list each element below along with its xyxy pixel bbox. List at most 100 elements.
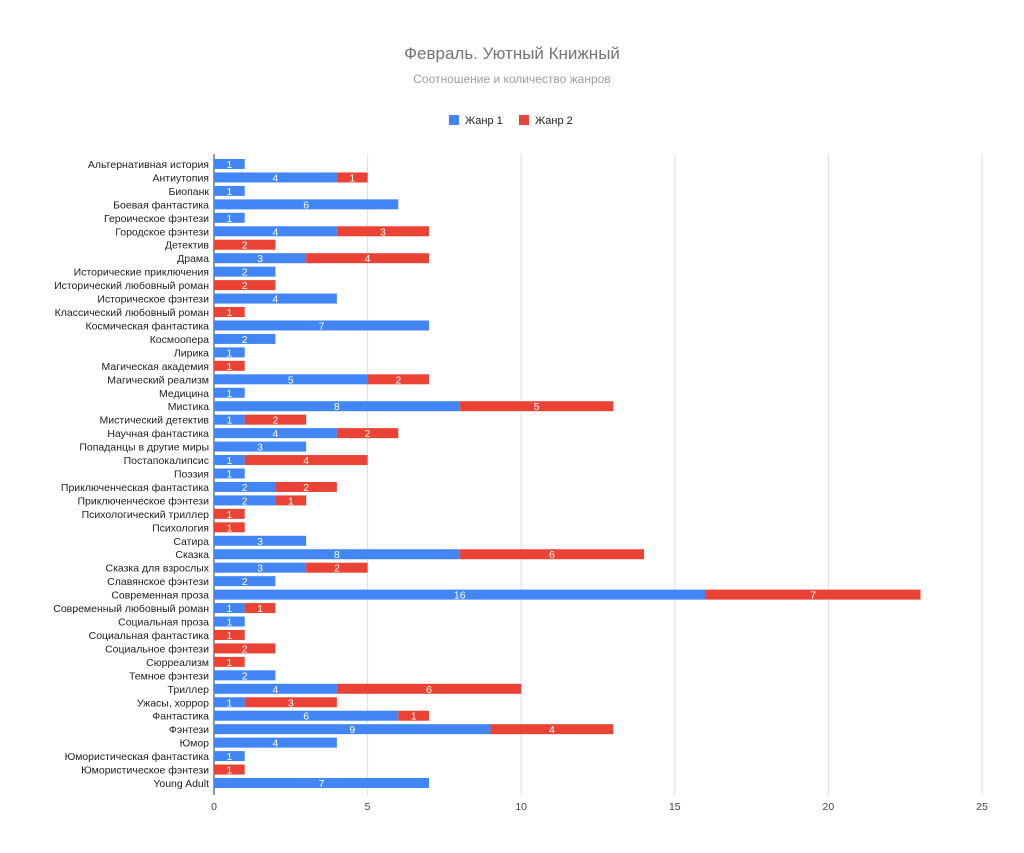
data-label: 16 <box>454 590 466 602</box>
bar-series-1 <box>214 266 276 277</box>
data-label: 1 <box>226 697 232 709</box>
data-label: 4 <box>273 684 279 696</box>
category-label: Научная фантастика <box>107 428 209 440</box>
category-label: Фэнтези <box>169 724 209 736</box>
data-label: 3 <box>257 563 263 575</box>
bar-series-1 <box>214 778 430 788</box>
bar-series-1 <box>214 185 245 196</box>
data-label: 8 <box>334 549 340 561</box>
bar-series-1 <box>214 320 430 331</box>
category-label: Современный любовный роман <box>53 603 209 615</box>
category-label: Альтернативная история <box>88 159 209 171</box>
data-label: 3 <box>380 226 386 238</box>
x-tick-label: 10 <box>515 801 527 813</box>
bar-series-2 <box>214 522 245 533</box>
category-label: Фантастика <box>152 711 209 723</box>
bar-series-1 <box>214 576 276 587</box>
data-label: 1 <box>226 617 232 629</box>
bar-series-1 <box>214 199 399 210</box>
data-label: 4 <box>273 172 279 184</box>
category-label: Социальная фантастика <box>89 630 210 642</box>
category-label: Приключенческое фэнтези <box>78 495 210 507</box>
category-label: Социальная проза <box>118 617 209 629</box>
data-label: 6 <box>303 199 309 211</box>
x-tick-label: 0 <box>211 801 217 813</box>
category-label: Боевая фантастика <box>113 199 209 211</box>
category-label: Психологический триллер <box>82 509 210 521</box>
bar-series-2 <box>244 603 276 614</box>
bar-series-1 <box>214 737 337 748</box>
category-label: Городское фэнтези <box>115 226 209 238</box>
data-label: 7 <box>319 778 325 790</box>
data-label: 2 <box>334 563 340 575</box>
bar-series-2 <box>306 253 430 264</box>
bar-series-2 <box>244 455 368 466</box>
x-tick-label: 20 <box>823 801 835 813</box>
data-label: 2 <box>395 374 401 386</box>
category-label: Социальное фэнтези <box>105 643 209 655</box>
legend-label: Жанр 2 <box>535 115 573 127</box>
bar-series-1 <box>214 589 706 600</box>
data-label: 2 <box>242 495 248 507</box>
bar-series-1 <box>214 333 276 344</box>
bar-series-1 <box>214 387 245 398</box>
bar-series-1 <box>214 212 245 223</box>
data-label: 7 <box>810 590 816 602</box>
bar-series-2 <box>214 360 245 371</box>
bar-series-1 <box>214 481 276 492</box>
data-label: 6 <box>549 549 555 561</box>
data-label: 1 <box>226 159 232 171</box>
data-label: 2 <box>242 267 248 279</box>
bar-series-1 <box>214 535 307 546</box>
data-label: 1 <box>257 603 263 615</box>
x-axis-ticks: 0 5 10 15 20 25 <box>211 801 988 813</box>
bar-series-1 <box>214 226 337 237</box>
data-label: 4 <box>273 428 279 440</box>
data-label: 1 <box>226 307 232 319</box>
bar-series-1 <box>214 751 245 762</box>
category-label: Биопанк <box>168 186 209 198</box>
bar-series-2 <box>275 495 307 506</box>
bar-series-2 <box>336 683 522 694</box>
bar-series-1 <box>214 468 245 479</box>
category-label: Мистический детектив <box>100 415 210 427</box>
data-label: 6 <box>426 684 432 696</box>
category-label: Темное фэнтези <box>129 670 209 682</box>
data-label: 2 <box>242 482 248 494</box>
category-label: Приключенческая фантастика <box>61 482 209 494</box>
data-label: 2 <box>303 482 309 494</box>
data-label: 1 <box>226 657 232 669</box>
category-label: Антиутопия <box>153 172 210 184</box>
bar-series-2 <box>336 428 399 439</box>
bar-series-1 <box>214 374 368 385</box>
category-label: Сказка <box>175 549 209 561</box>
category-label: Мистика <box>168 401 209 413</box>
category-label: Драма <box>177 253 209 265</box>
bar-series-1 <box>214 428 337 439</box>
legend: Жанр 1 Жанр 2 <box>449 115 573 127</box>
category-label: Юмористическая фантастика <box>65 751 210 763</box>
bar-series-2 <box>214 239 276 250</box>
category-label: Космоопера <box>150 334 209 346</box>
category-label: Исторический любовный роман <box>54 280 209 292</box>
data-label: 1 <box>226 213 232 225</box>
data-label: 2 <box>242 280 248 292</box>
bar-series-2 <box>244 414 307 425</box>
bar-series-2 <box>306 562 368 573</box>
category-label: Психология <box>152 522 209 534</box>
data-label: 1 <box>226 469 232 481</box>
bar-series-1 <box>214 293 337 304</box>
bar-series-2 <box>214 764 245 775</box>
bar-series-1 <box>214 455 245 466</box>
bar-series-1 <box>214 159 245 169</box>
bar-series-1 <box>214 347 245 358</box>
bar-series-1 <box>214 670 276 681</box>
category-label: Магическая академия <box>102 361 209 373</box>
data-label: 4 <box>303 455 309 467</box>
bar-series-2 <box>459 401 614 412</box>
data-label: 2 <box>242 240 248 252</box>
category-label: Классический любовный роман <box>55 307 210 319</box>
data-label: 9 <box>349 724 355 736</box>
